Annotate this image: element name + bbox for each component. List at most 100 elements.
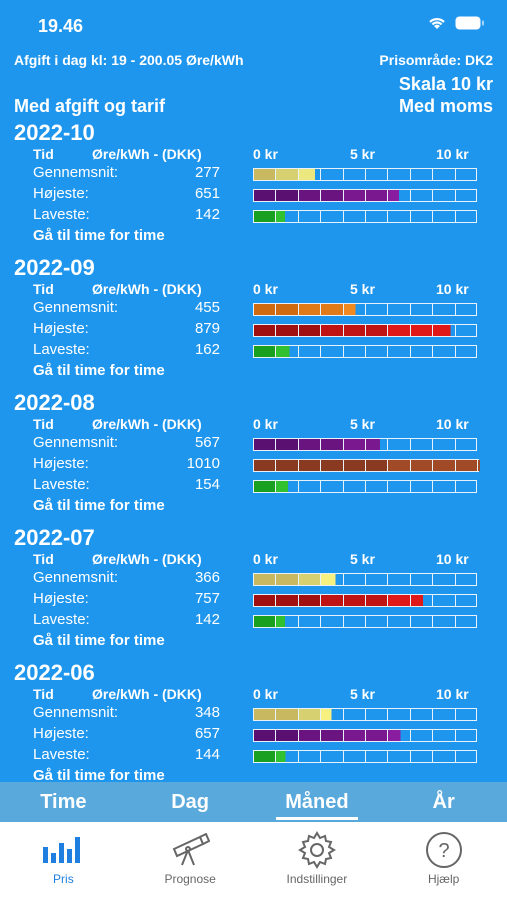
tab-prognose[interactable]: Prognose [127, 822, 254, 900]
col-time-header: Tid [33, 146, 54, 162]
month-block: 2022-08 Tid Øre/kWh - (DKK) 0 kr 5 kr 10 kr Ge… [0, 390, 507, 525]
price-bar [253, 345, 477, 358]
with-fee-label[interactable]: Med afgift og tarif [14, 96, 165, 116]
price-bar-cell [456, 325, 478, 336]
vat-label[interactable]: Med moms [398, 96, 493, 116]
price-bar-cell [456, 346, 478, 357]
price-bar-cell [388, 169, 411, 180]
price-bar-cell [456, 304, 478, 315]
price-row: Laveste: 142 [0, 611, 507, 632]
price-bar-cell [276, 730, 299, 741]
telescope-icon [170, 832, 211, 868]
price-bar-cell [456, 730, 478, 741]
price-row-value: 657 [194, 725, 220, 742]
segment-2[interactable]: Dag [171, 790, 210, 813]
price-row-value: 366 [194, 569, 220, 586]
price-bar-cell [298, 325, 322, 336]
price-bar-cell [366, 169, 389, 180]
hourly-link[interactable]: Gå til time for time [33, 632, 165, 649]
price-bar-cell [343, 460, 366, 471]
scale-tick-5: 5 kr [350, 686, 375, 702]
price-row: Laveste: 144 [0, 746, 507, 767]
tab-hjælp[interactable]: ? Hjælp [380, 822, 507, 900]
price-row: Gennemsnit: 455 [0, 299, 507, 320]
col-time-header: Tid [33, 686, 54, 702]
scale-tick-5: 5 kr [350, 146, 375, 162]
price-row: Laveste: 142 [0, 206, 507, 227]
hourly-link[interactable]: Gå til time for time [33, 362, 165, 379]
price-bar-cell [299, 616, 322, 627]
price-bar-cell [433, 730, 456, 741]
price-bar-cell [276, 304, 299, 315]
price-row-value: 651 [194, 185, 220, 202]
hourly-link[interactable]: Gå til time for time [33, 497, 165, 514]
price-bar-cell [365, 439, 389, 450]
scale-tick-10: 10 kr [436, 416, 469, 432]
price-bar [253, 324, 477, 337]
segment-4[interactable]: År [432, 790, 455, 813]
tab-pris[interactable]: Pris [0, 822, 127, 900]
tab-indstillinger[interactable]: Indstillinger [254, 822, 381, 900]
price-row-value: 879 [194, 320, 220, 337]
price-row-label: Højeste: [33, 185, 89, 202]
price-row: Gennemsnit: 348 [0, 704, 507, 725]
price-bar-cell [388, 304, 411, 315]
price-row-label: Laveste: [33, 746, 90, 763]
price-bar-cell [366, 346, 389, 357]
price-bar-cell [456, 616, 478, 627]
month-title: 2022-07 [14, 525, 95, 550]
segment-3[interactable]: Måned [254, 791, 381, 820]
price-row: Højeste: 651 [0, 185, 507, 206]
price-bar [253, 189, 477, 202]
price-bar-cell [388, 730, 411, 741]
price-bar-cell [344, 709, 366, 720]
price-bar-cell [456, 190, 478, 201]
price-row-value: 154 [194, 476, 220, 493]
price-bar-cell [298, 574, 322, 585]
price-bar-cell [411, 481, 434, 492]
price-bar [253, 708, 477, 721]
price-bar-cell [433, 751, 456, 762]
price-bar-cell [433, 325, 456, 336]
tab-label: Pris [53, 872, 74, 886]
hourly-link[interactable]: Gå til time for time [33, 767, 165, 782]
price-bar-cell [388, 481, 411, 492]
price-bar-cell [299, 211, 322, 222]
tab-label: Hjælp [427, 872, 460, 886]
col-unit-header: Øre/kWh - (DKK) [92, 281, 202, 297]
price-bar-cell [276, 190, 299, 201]
price-bar-cell [411, 211, 434, 222]
price-bar-cell [321, 595, 344, 606]
price-bar-cell [321, 169, 344, 180]
month-title: 2022-09 [14, 255, 95, 280]
price-bar-cell [344, 481, 366, 492]
price-bar-cell [321, 730, 344, 741]
price-bar-cell [298, 460, 322, 471]
month-list[interactable]: 2022-10 Tid Øre/kWh - (DKK) 0 kr 5 kr 10 kr Ge… [0, 120, 507, 782]
period-segmented-control[interactable]: Time Dag Måned År [0, 782, 507, 822]
price-row: Højeste: 1010 [0, 455, 507, 476]
price-bar-cell [433, 190, 456, 201]
price-row: Højeste: 657 [0, 725, 507, 746]
price-bar-cell [343, 190, 366, 201]
price-bar-cell [456, 751, 478, 762]
price-bar-cell [321, 574, 344, 585]
status-bar: 19.46 [0, 0, 507, 52]
price-bar-cell [298, 439, 322, 450]
month-block: 2022-10 Tid Øre/kWh - (DKK) 0 kr 5 kr 10 kr Ge… [0, 120, 507, 255]
hourly-link[interactable]: Gå til time for time [33, 227, 165, 244]
price-bar-cell [456, 574, 478, 585]
price-row-value: 567 [194, 434, 220, 451]
scale-tick-10: 10 kr [436, 686, 469, 702]
scale-tick-0: 0 kr [253, 146, 278, 162]
col-time-header: Tid [33, 551, 54, 567]
price-bar-cell [433, 616, 456, 627]
price-bar [253, 615, 477, 628]
segment-1[interactable]: Time [40, 790, 87, 813]
price-bar-cell [276, 211, 299, 222]
price-bar-cell [344, 211, 366, 222]
scale-label[interactable]: Skala 10 kr [398, 74, 493, 94]
scale-tick-5: 5 kr [350, 416, 375, 432]
price-row-value: 162 [194, 341, 220, 358]
price-bar-cell [456, 481, 478, 492]
